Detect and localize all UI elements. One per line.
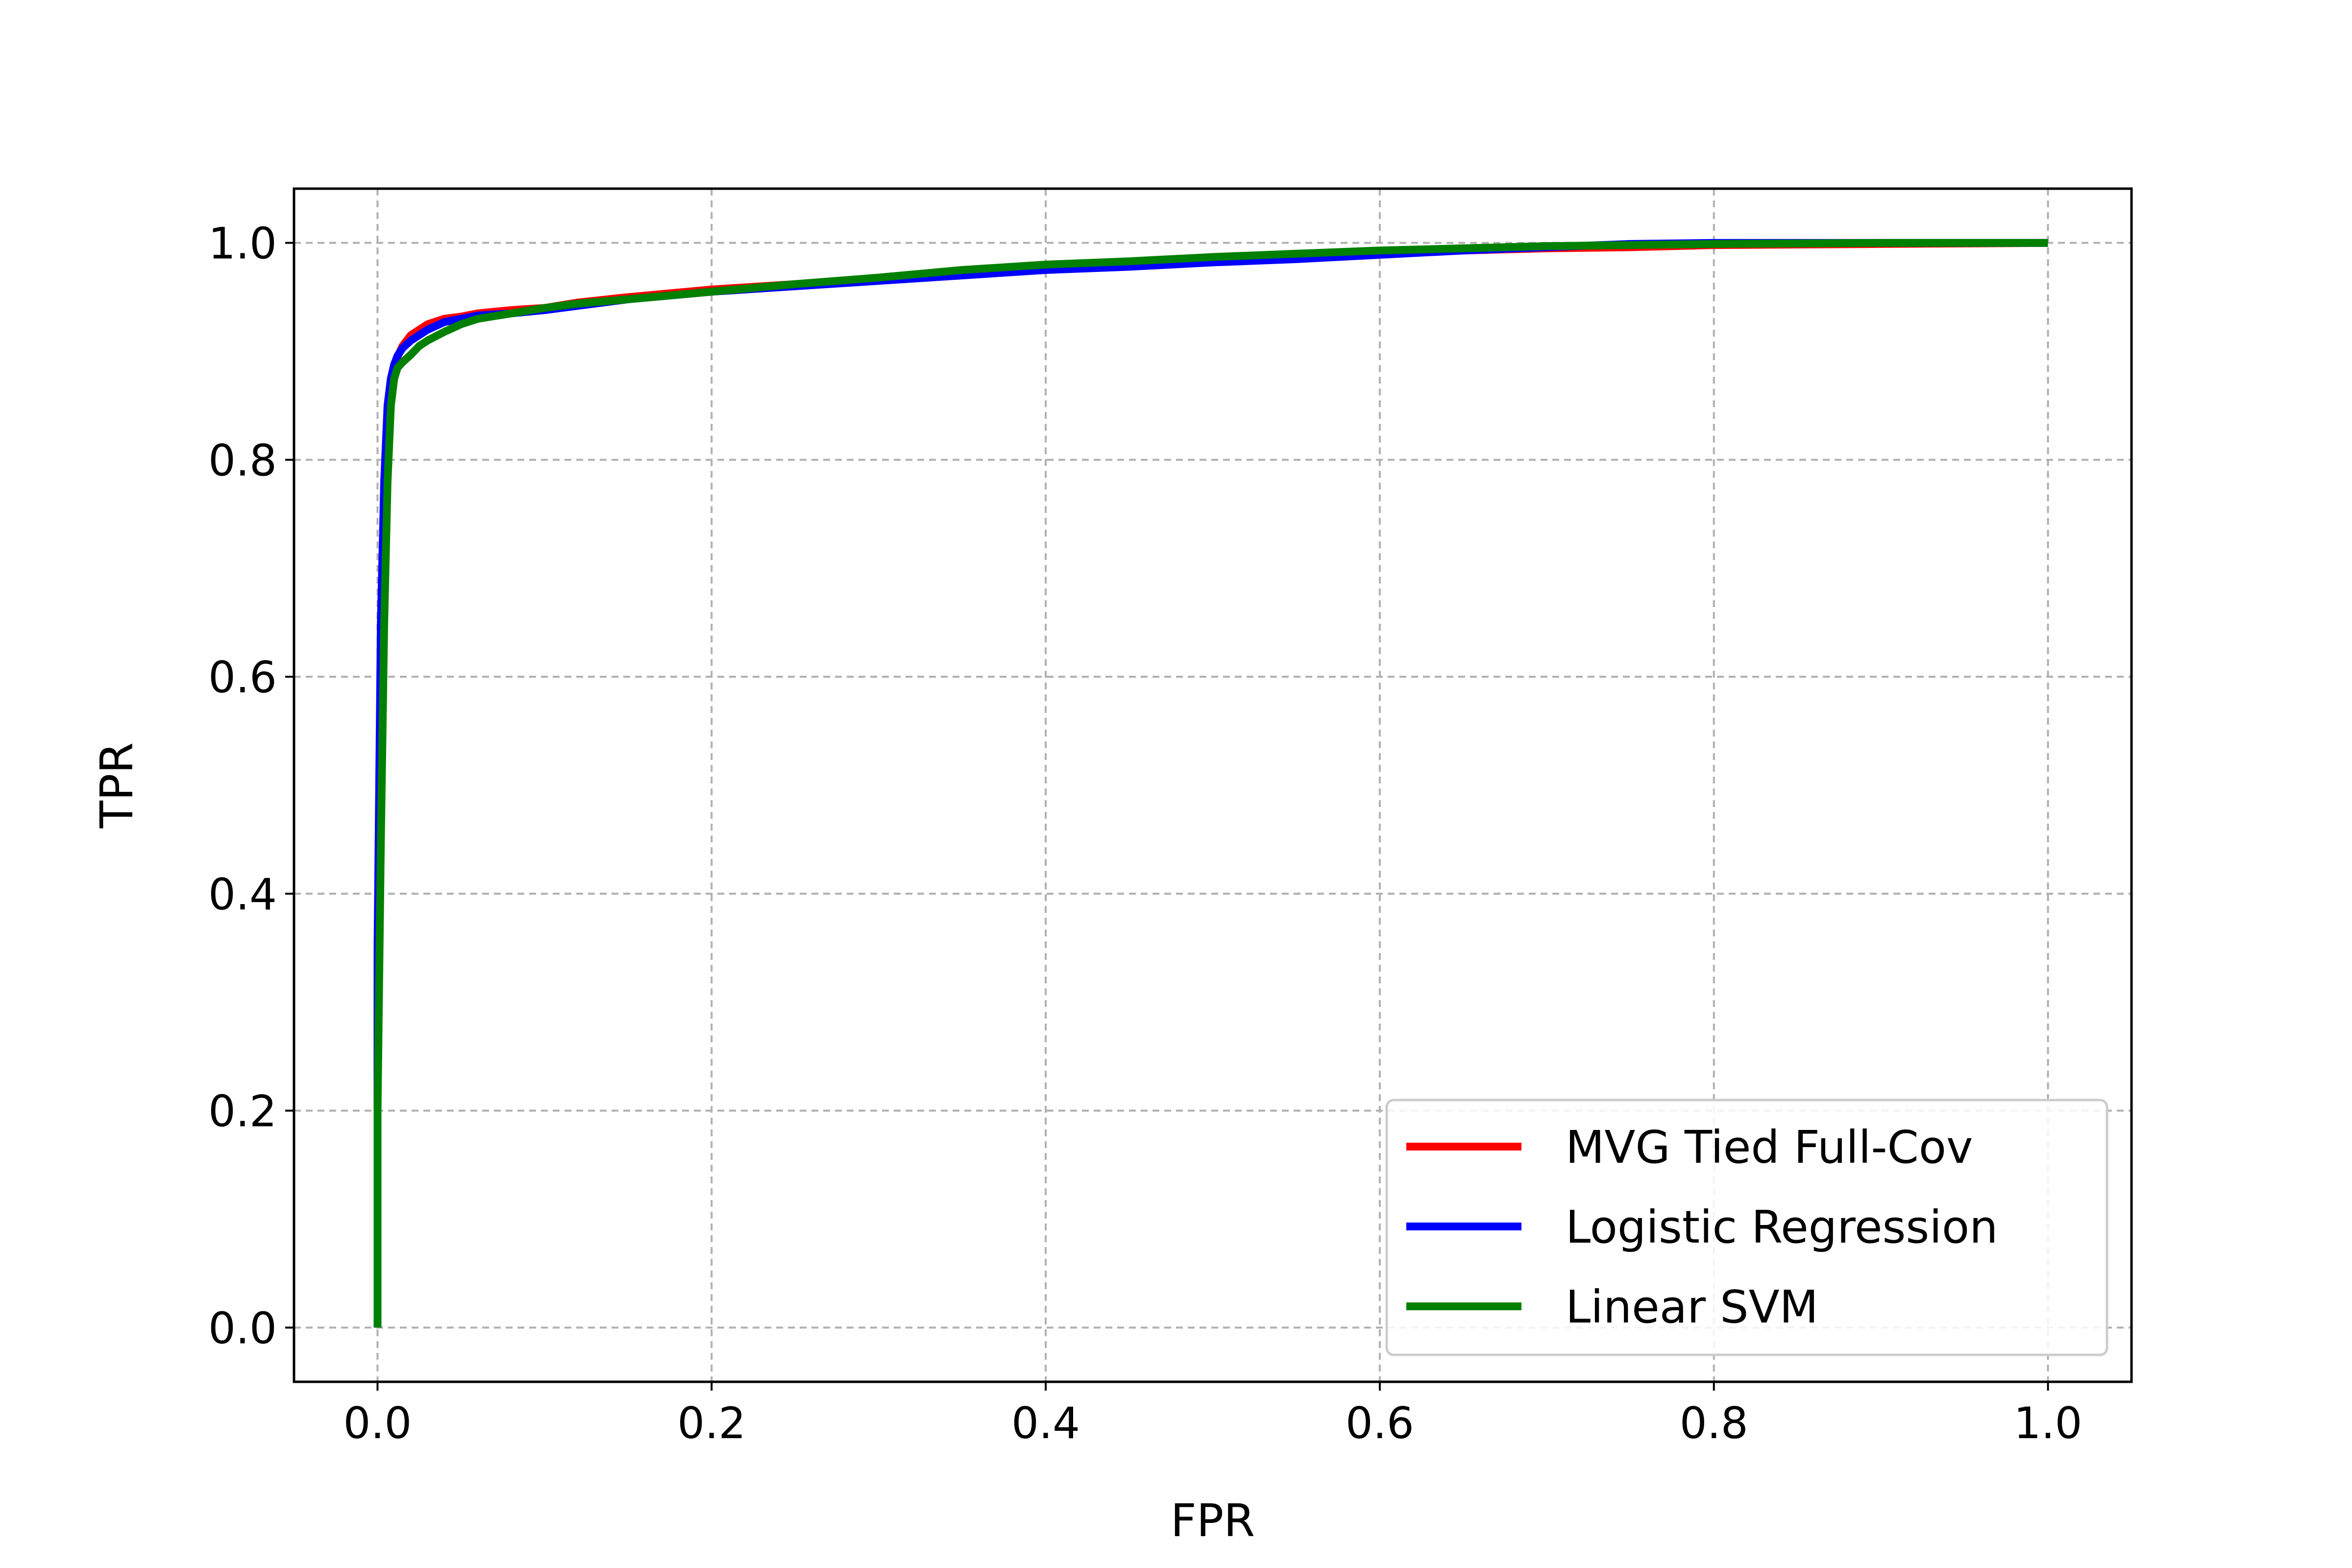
- y-tick-label: 0.6: [208, 652, 277, 703]
- series-line: [373, 239, 2048, 1328]
- y-tick-label: 0.8: [208, 435, 277, 486]
- y-tick-label: 1.0: [208, 219, 277, 269]
- legend-label: Linear SVM: [1566, 1281, 1818, 1333]
- x-tick-label: 0.0: [343, 1398, 412, 1448]
- plot-frame: [293, 187, 2133, 1383]
- x-tick-label: 0.6: [1346, 1398, 1414, 1448]
- y-tick-label: 0.2: [208, 1086, 277, 1137]
- y-tick-label: 0.4: [208, 869, 277, 920]
- y-tick-label: 0.0: [208, 1303, 277, 1353]
- x-tick-label: 0.8: [1680, 1398, 1748, 1448]
- y-axis-title: TPR: [91, 742, 143, 829]
- legend-box: [1385, 1099, 2108, 1356]
- legend-label: Logistic Regression: [1566, 1201, 1998, 1253]
- x-tick-label: 0.4: [1011, 1398, 1080, 1448]
- series-lines: [373, 239, 2048, 1328]
- legend: MVG Tied Full-Cov Logistic Regression Line…: [1385, 1099, 2108, 1356]
- x-tick-label: 0.2: [677, 1398, 746, 1448]
- x-axis-title: FPR: [1171, 1494, 1255, 1547]
- x-tick-label: 1.0: [2014, 1398, 2082, 1448]
- axis-ticks: 0.0 0.2 0.4 0.6 0.8 1.0 0.0 0.2 0.4 0.6 0.8 1.0: [208, 219, 2082, 1448]
- legend-label: MVG Tied Full-Cov: [1566, 1121, 1973, 1174]
